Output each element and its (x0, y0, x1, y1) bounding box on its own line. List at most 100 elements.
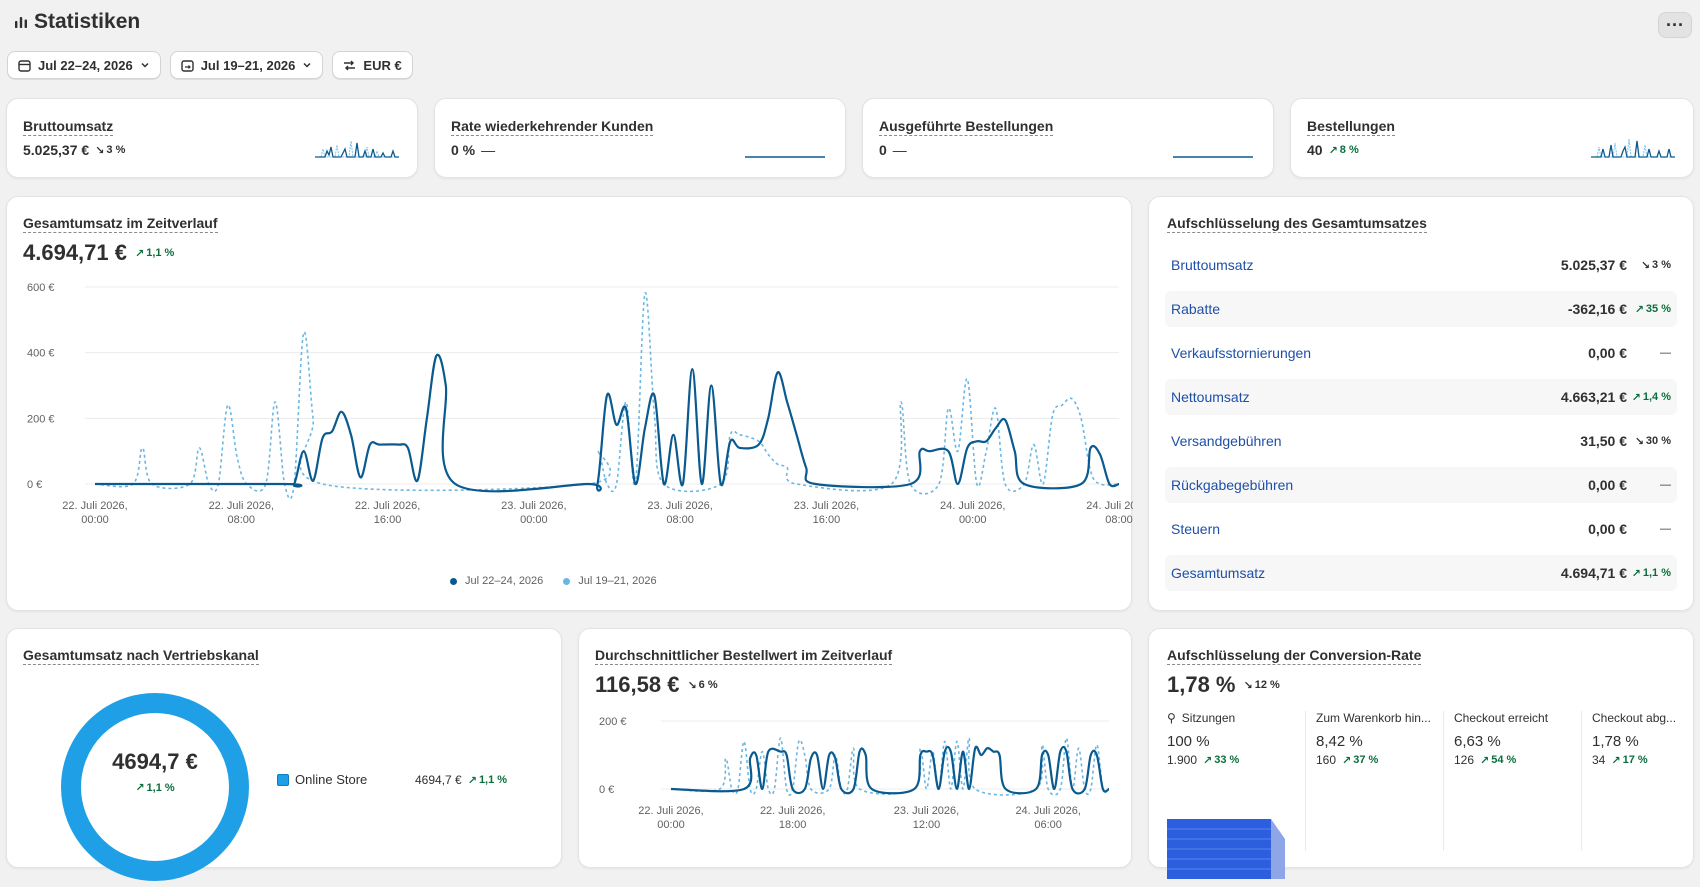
arrow-up-icon: ↗ (1480, 754, 1490, 767)
currency-picker[interactable]: EUR € (332, 51, 413, 79)
funnel-step-delta: ↗ 54 % (1480, 754, 1517, 767)
funnel-step-add-to-cart: Zum Warenkorb hin... 8,42 % 160 ↗ 37 % (1305, 711, 1443, 851)
kpi-delta: — (892, 142, 907, 158)
breakdown-delta: — (1660, 523, 1671, 535)
breakdown-label[interactable]: Nettoumsatz (1171, 389, 1250, 405)
currency-label: EUR € (363, 57, 402, 73)
y-tick-label: 0 € (27, 479, 42, 491)
breakdown-label[interactable]: Rückgabegebühren (1171, 477, 1294, 493)
breakdown-row-shipping[interactable]: Versandgebühren 31,50 € ↘ 30 % (1165, 423, 1677, 459)
aov-delta: ↘ 6 % (687, 679, 718, 692)
kpi-delta: ↘ 3 % (95, 144, 126, 157)
card-title[interactable]: Gesamtumsatz im Zeitverlauf (23, 215, 218, 233)
chart-legend: Jul 22–24, 2026 Jul 19–21, 2026 (450, 575, 657, 587)
arrow-up-icon: ↗ (467, 774, 477, 787)
person-icon: ⚲ (1167, 711, 1176, 725)
funnel-step-label: Checkout abg... (1592, 711, 1677, 725)
aov-value-row: 116,58 € ↘ 6 % (595, 672, 718, 698)
breakdown-row-total-sales[interactable]: Gesamtumsatz 4.694,71 € ↗ 1,1 % (1165, 555, 1677, 591)
kpi-value-row: 5.025,37 € ↘ 3 % (23, 142, 125, 158)
channel-legend-row[interactable]: Online Store (277, 772, 367, 787)
arrow-down-icon: ↘ (1640, 259, 1651, 272)
kpi-title[interactable]: Bestellungen (1307, 118, 1395, 136)
series-line-compare[interactable] (670, 737, 1110, 796)
kpi-card-fulfilled-orders[interactable]: Ausgeführte Bestellungen 0 — (862, 98, 1274, 178)
sales-total-row: 4.694,71 € ↗ 1,1 % (23, 240, 174, 266)
sales-total-delta: ↗ 1,1 % (134, 247, 175, 260)
arrow-up-icon: ↗ (1611, 754, 1621, 767)
funnel-step-count: 126 (1454, 753, 1475, 767)
aov-value: 116,58 € (595, 672, 680, 697)
x-tick-label: 23. Juli 2026, (501, 500, 566, 512)
kpi-value: 40 (1307, 142, 1323, 158)
kpi-title[interactable]: Ausgeführte Bestellungen (879, 118, 1054, 136)
x-tick-label: 16:00 (813, 514, 841, 526)
breakdown-label[interactable]: Rabatte (1171, 301, 1221, 317)
aov-line-chart[interactable]: 200 € 0 € 22. Juli 2026, 00:00 22. Juli 2026… (579, 703, 1133, 853)
x-tick-label: 00:00 (959, 514, 987, 526)
legend-dot (563, 577, 571, 585)
breakdown-label[interactable]: Steuern (1171, 521, 1221, 537)
x-tick-label: 23. Juli 2026, (894, 805, 959, 817)
series-line-current[interactable] (670, 745, 1110, 795)
kpi-title[interactable]: Rate wiederkehrender Kunden (451, 118, 654, 136)
breakdown-delta: ↗ 1,1 % (1631, 567, 1671, 580)
breakdown-label[interactable]: Gesamtumsatz (1171, 565, 1266, 581)
date-range-picker[interactable]: Jul 22–24, 2026 (7, 51, 161, 79)
card-title[interactable]: Gesamtumsatz nach Vertriebskanal (23, 647, 259, 665)
card-title[interactable]: Aufschlüsselung des Gesamtumsatzes (1167, 215, 1427, 233)
funnel-bars (1167, 819, 1285, 879)
arrow-up-icon: ↗ (134, 247, 145, 260)
sales-line-chart[interactable]: 600 € 400 € 200 € 0 € 22. Juli 2026, 00:00 22.… (7, 269, 1133, 569)
card-title[interactable]: Aufschlüsselung der Conversion-Rate (1167, 647, 1422, 665)
arrow-up-icon: ↗ (1342, 754, 1352, 767)
x-tick-label: 22. Juli 2026, (62, 500, 127, 512)
kpi-value: 0 (879, 142, 887, 158)
breakdown-row-discounts[interactable]: Rabatte -362,16 € ↗ 35 % (1165, 291, 1677, 327)
legend-swatch (277, 773, 289, 786)
kpi-value-row: 0 — (879, 142, 907, 158)
kpi-title[interactable]: Bruttoumsatz (23, 118, 114, 136)
legend-item-compare[interactable]: Jul 19–21, 2026 (563, 575, 657, 587)
x-tick-label: 18:00 (779, 819, 807, 831)
kpi-card-orders[interactable]: Bestellungen 40 ↗ 8 % (1290, 98, 1694, 178)
breakdown-row-return-fees[interactable]: Rückgabegebühren 0,00 € — (1165, 467, 1677, 503)
breakdown-label[interactable]: Bruttoumsatz (1171, 257, 1254, 273)
arrow-up-icon: ↗ (1631, 391, 1641, 404)
breakdown-delta: — (1660, 347, 1671, 359)
sparkline (315, 140, 399, 158)
breakdown-row-gross-sales[interactable]: Bruttoumsatz 5.025,37 € ↘ 3 % (1165, 247, 1677, 283)
legend-dot (450, 577, 457, 585)
breakdown-label[interactable]: Versandgebühren (1171, 433, 1282, 449)
channel-legend-value-row: 4694,7 € ↗ 1,1 % (415, 773, 507, 787)
breakdown-row-returns[interactable]: Verkaufsstornierungen 0,00 € — (1165, 335, 1677, 371)
sales-over-time-card: Gesamtumsatz im Zeitverlauf 4.694,71 € ↗… (6, 196, 1133, 611)
x-tick-label: 22. Juli 2026, (209, 500, 274, 512)
card-title[interactable]: Durchschnittlicher Bestellwert im Zeitve… (595, 647, 893, 665)
breakdown-amount: 0,00 € (1588, 345, 1627, 361)
series-line-current[interactable] (95, 353, 1120, 493)
kpi-delta: — (481, 142, 496, 158)
kpi-card-returning-customers[interactable]: Rate wiederkehrender Kunden 0 % — (434, 98, 846, 178)
funnel-step-label: Checkout erreicht (1454, 711, 1549, 725)
breakdown-amount: -362,16 € (1567, 301, 1627, 317)
breakdown-row-net-sales[interactable]: Nettoumsatz 4.663,21 € ↗ 1,4 % (1165, 379, 1677, 415)
arrow-down-icon: ↘ (95, 144, 105, 157)
kpi-value-row: 0 % — (451, 142, 495, 158)
page-title: Statistiken (34, 10, 141, 33)
legend-item-current[interactable]: Jul 22–24, 2026 (450, 575, 543, 587)
kpi-card-gross-sales[interactable]: Bruttoumsatz 5.025,37 € ↘ 3 % (6, 98, 418, 178)
legend-label: Jul 19–21, 2026 (578, 575, 657, 587)
x-tick-label: 08:00 (228, 514, 256, 526)
funnel-step-count: 34 (1592, 753, 1606, 767)
chevron-down-icon (303, 62, 311, 68)
x-tick-label: 08:00 (666, 514, 694, 526)
x-tick-label: 12:00 (913, 819, 941, 831)
breakdown-label[interactable]: Verkaufsstornierungen (1171, 345, 1312, 361)
more-actions-button[interactable]: ··· (1658, 12, 1692, 38)
compare-range-picker[interactable]: Jul 19–21, 2026 (169, 51, 324, 79)
breakdown-delta: ↘ 3 % (1640, 259, 1671, 272)
donut-center: 4694,7 € ↗ 1,1 % (55, 749, 255, 796)
breakdown-row-taxes[interactable]: Steuern 0,00 € — (1165, 511, 1677, 547)
funnel-step-delta: ↗ 37 % (1342, 754, 1379, 767)
